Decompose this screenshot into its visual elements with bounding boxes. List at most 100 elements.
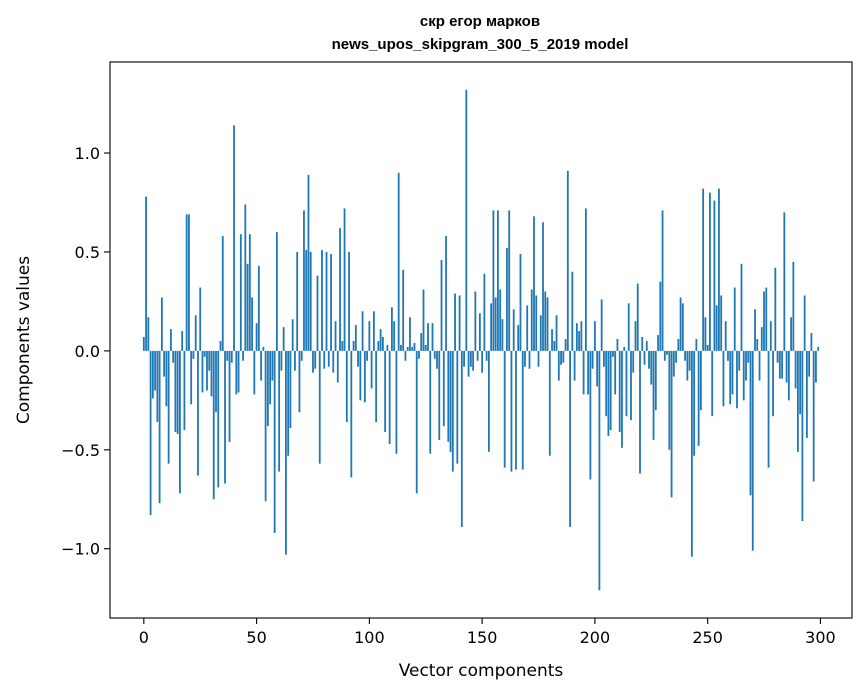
bar — [778, 350, 781, 379]
bar — [702, 188, 705, 351]
bar — [395, 350, 398, 454]
bar — [526, 305, 529, 351]
bar — [339, 228, 341, 351]
bar — [449, 350, 452, 452]
bar — [736, 350, 738, 409]
bar — [280, 350, 283, 371]
bar — [677, 339, 680, 351]
bar — [478, 313, 481, 351]
bar — [530, 289, 533, 351]
bar — [512, 309, 515, 351]
bar — [548, 350, 551, 456]
bar — [192, 350, 195, 359]
bar — [273, 350, 276, 533]
bar — [300, 350, 303, 361]
bar — [582, 350, 585, 395]
bar — [424, 344, 427, 351]
bar — [618, 350, 621, 432]
bar — [557, 350, 560, 381]
bar — [686, 350, 689, 381]
bar — [406, 346, 409, 351]
bar — [386, 344, 389, 351]
bar — [515, 350, 517, 470]
bar — [174, 350, 177, 432]
bar — [194, 315, 197, 351]
bar — [623, 346, 626, 351]
bar — [711, 350, 714, 417]
bar — [494, 297, 497, 351]
bar — [465, 89, 468, 351]
bar — [224, 350, 226, 484]
bar — [578, 331, 580, 351]
bar — [384, 350, 387, 432]
bar — [524, 350, 526, 367]
bar — [226, 350, 229, 361]
bar — [483, 273, 486, 351]
bar — [769, 321, 772, 351]
bar — [188, 214, 190, 351]
bar — [357, 350, 359, 367]
bar — [661, 210, 664, 351]
bar — [560, 350, 562, 365]
bar — [255, 323, 258, 351]
bar — [323, 350, 326, 369]
bar — [431, 323, 434, 351]
bar — [546, 297, 549, 351]
bar — [266, 350, 269, 427]
bar — [330, 253, 332, 351]
bar — [228, 350, 231, 442]
bar — [235, 350, 238, 395]
bar — [517, 325, 520, 351]
x-tick-label: 300 — [805, 628, 836, 647]
bar — [314, 350, 317, 369]
bar — [648, 350, 650, 369]
bar — [287, 350, 290, 456]
bar — [659, 281, 662, 351]
bar — [183, 350, 186, 431]
bar — [812, 350, 815, 482]
bar — [792, 261, 795, 351]
bar — [612, 350, 614, 357]
bar — [366, 350, 368, 361]
bar — [555, 315, 558, 351]
bar — [566, 170, 569, 351]
bar — [181, 331, 184, 351]
bar — [801, 350, 804, 522]
bar — [239, 234, 242, 351]
bar — [544, 291, 547, 351]
bar — [506, 247, 508, 351]
bar — [348, 251, 350, 351]
y-axis-label: Components values — [14, 256, 34, 424]
bar — [409, 317, 411, 351]
x-tick-label: 150 — [467, 628, 498, 647]
bar — [158, 350, 161, 504]
bar — [248, 234, 251, 351]
bar — [593, 321, 596, 351]
bar — [733, 287, 736, 351]
bar — [499, 289, 502, 351]
bar — [627, 303, 630, 351]
bar — [169, 329, 172, 351]
bar — [445, 236, 447, 351]
bar — [817, 346, 820, 351]
bar — [715, 305, 718, 351]
bar — [442, 350, 445, 427]
bar — [510, 350, 513, 472]
bar — [433, 350, 436, 359]
bar — [503, 350, 506, 468]
bar — [375, 350, 378, 423]
y-tick-label: 0.0 — [75, 342, 100, 361]
bar — [729, 350, 732, 405]
bar — [745, 350, 747, 381]
bar — [151, 350, 154, 399]
bar — [341, 340, 344, 351]
bar — [253, 350, 256, 395]
bar — [393, 321, 396, 351]
x-axis-label: Vector components — [399, 661, 564, 681]
bar — [634, 321, 637, 351]
bar — [551, 329, 553, 351]
bar — [756, 339, 759, 351]
bar — [312, 350, 314, 373]
bar — [571, 271, 574, 351]
